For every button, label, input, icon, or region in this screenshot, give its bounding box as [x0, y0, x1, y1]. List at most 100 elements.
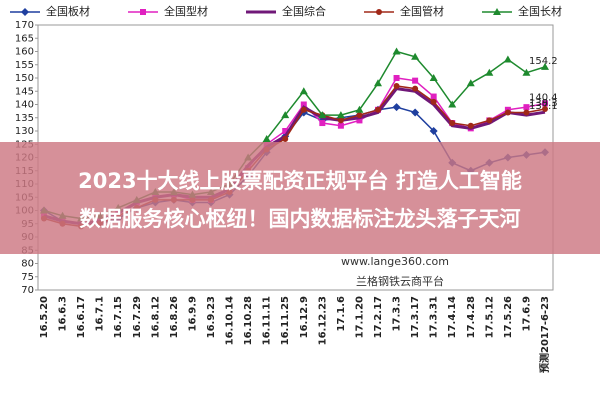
marker: [542, 106, 548, 113]
marker: [318, 111, 327, 119]
x-tick-label: 16.7.1: [95, 296, 106, 331]
marker: [523, 104, 530, 111]
marker: [412, 77, 419, 84]
end-label: 138.3: [529, 98, 558, 109]
marker: [523, 109, 530, 116]
marker: [356, 117, 363, 124]
legend-label: 全国板材: [46, 4, 90, 18]
legend-label: 全国长材: [518, 4, 562, 18]
marker: [486, 117, 493, 124]
marker: [541, 62, 549, 70]
legend-label: 全国管材: [400, 4, 444, 18]
marker: [503, 55, 512, 63]
x-tick-label: 16.11.25: [280, 296, 291, 345]
y-tick-label: 75: [21, 272, 34, 283]
marker: [336, 111, 345, 119]
marker: [542, 100, 548, 107]
end-label: 140.4: [529, 92, 558, 103]
legend-label: 全国综合: [282, 4, 326, 18]
marker: [356, 112, 363, 119]
x-tick-label: 16.9.9: [187, 296, 198, 331]
x-tick-label: 16.12.23: [317, 296, 328, 345]
watermark: www.lange360.com: [341, 255, 449, 268]
marker: [430, 98, 437, 105]
marker: [493, 8, 501, 15]
x-tick-label: 17.5.12: [484, 296, 495, 338]
marker: [300, 101, 307, 108]
x-tick-label: 16.8.26: [169, 296, 180, 338]
marker: [412, 85, 419, 92]
banner-text: 2023十大线上股票配资正规平台 打造人工智能: [78, 169, 522, 193]
y-tick-label: 70: [21, 285, 34, 296]
y-tick-label: 140: [15, 100, 34, 111]
marker: [430, 93, 437, 100]
marker: [299, 87, 308, 95]
y-tick-label: 150: [15, 73, 34, 84]
y-tick-label: 165: [15, 33, 34, 44]
legend-label: 全国型材: [164, 4, 208, 18]
banner: [0, 142, 600, 254]
x-tick-label: 17.3.3: [392, 296, 403, 331]
end-label: 154.2: [529, 56, 558, 67]
marker: [392, 47, 401, 55]
marker: [429, 74, 438, 81]
x-tick-label: 16.10.14: [225, 296, 236, 345]
x-tick-label: 17.5.26: [503, 296, 514, 338]
marker: [319, 120, 326, 127]
marker: [448, 100, 457, 108]
marker: [411, 108, 420, 117]
x-tick-label: 16.6.17: [76, 296, 87, 338]
marker: [355, 105, 364, 113]
marker: [282, 128, 289, 134]
watermark: 兰格钢铁云商平台: [356, 274, 444, 288]
x-tick-label: 16.8.12: [150, 296, 161, 338]
marker: [281, 111, 290, 119]
y-tick-label: 135: [15, 113, 34, 124]
x-tick-label: 17.4.28: [466, 296, 477, 338]
x-tick-label: 16.7.29: [132, 296, 143, 338]
x-tick-label: 16.6.3: [58, 296, 69, 331]
marker: [429, 127, 438, 135]
x-tick-label: 16.10.28: [243, 296, 254, 345]
x-tick-label: 17.3.31: [429, 296, 440, 338]
marker: [337, 122, 344, 129]
x-tick-label: 16.12.9: [299, 296, 310, 338]
x-tick-label: 16.11.11: [262, 296, 273, 345]
x-tick-label: 17.1.6: [336, 296, 347, 331]
banner-text: 数据服务核心枢纽！国内数据标注龙头落子天河: [80, 207, 521, 231]
x-tick-label: 17.1.20: [354, 296, 365, 338]
y-tick-label: 145: [15, 86, 34, 97]
x-tick-label: 16.7.15: [113, 296, 124, 338]
y-tick-label: 155: [15, 60, 34, 71]
marker: [467, 122, 474, 129]
x-tick-label: 17.3.17: [410, 296, 421, 338]
y-tick-label: 130: [15, 126, 34, 137]
marker: [374, 79, 382, 87]
x-tick-label: 预测2017-6-23: [538, 296, 551, 373]
x-tick-label: 17.6.9: [521, 296, 532, 331]
marker: [282, 135, 289, 142]
y-tick-label: 80: [21, 259, 34, 270]
y-tick-label: 160: [15, 47, 34, 58]
x-tick-label: 17.2.17: [373, 296, 384, 338]
x-tick-label: 16.5.20: [39, 296, 50, 338]
marker: [375, 106, 381, 113]
marker: [411, 52, 420, 60]
marker: [449, 120, 456, 127]
y-tick-label: 170: [15, 20, 34, 31]
marker: [21, 8, 29, 16]
marker: [392, 103, 401, 112]
marker: [393, 75, 400, 81]
marker: [376, 9, 382, 15]
x-tick-label: 16.9.23: [206, 296, 217, 338]
marker: [485, 68, 494, 76]
marker: [300, 106, 307, 113]
marker: [466, 79, 475, 87]
marker: [262, 134, 271, 142]
marker: [393, 82, 400, 89]
marker: [140, 9, 146, 15]
marker: [522, 68, 531, 76]
marker: [337, 117, 344, 124]
marker: [504, 109, 511, 116]
